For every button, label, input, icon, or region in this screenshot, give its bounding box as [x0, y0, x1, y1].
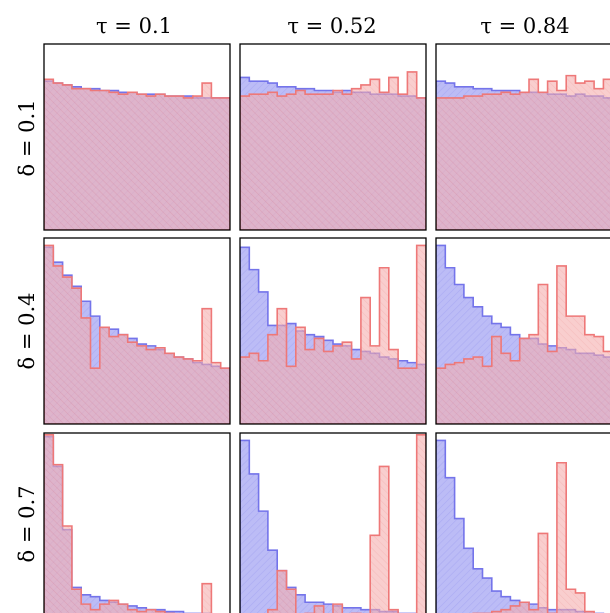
histogram-red-r2-c2 [472, 461, 595, 613]
histogram-blue-r2-c2 [436, 439, 605, 613]
panel-frame [239, 237, 427, 425]
column-title-1: τ = 0.52 [287, 14, 376, 38]
histogram-red-r1-c0 [44, 244, 230, 424]
histogram-red-r1-c1 [240, 244, 426, 424]
histogram-red-r0-c2 [436, 74, 610, 230]
histogram-blue-r2-c1 [240, 439, 418, 613]
panel-r1-c0 [43, 237, 231, 425]
panel-r2-c0 [43, 432, 231, 613]
histogram-red-r2-c1 [267, 434, 426, 613]
panel-frame [43, 237, 231, 425]
histogram-red-r1-c2 [436, 265, 610, 424]
panel-frame [43, 432, 231, 613]
row-title-0: δ = 0.1 [15, 100, 39, 177]
row-title-1: δ = 0.4 [15, 293, 39, 370]
panel-r0-c0 [43, 43, 231, 231]
panel-r0-c2 [435, 43, 610, 231]
panel-frame [435, 237, 610, 425]
row-title-2: δ = 0.7 [15, 486, 39, 563]
histogram-red-r0-c1 [240, 71, 426, 230]
histogram-red-r0-c0 [44, 78, 230, 230]
column-title-2: τ = 0.84 [480, 14, 569, 38]
panel-r2-c1 [239, 432, 427, 613]
panel-r2-c2 [435, 432, 610, 613]
panel-r1-c2 [435, 237, 610, 425]
panels-layer [43, 43, 610, 613]
panel-frame [435, 432, 610, 613]
panel-r1-c1 [239, 237, 427, 425]
column-title-0: τ = 0.1 [96, 14, 172, 38]
panel-frame [435, 43, 610, 231]
histogram-red-r2-c0 [44, 434, 213, 613]
panel-r0-c1 [239, 43, 427, 231]
panel-frame [239, 432, 427, 613]
panel-frame [239, 43, 427, 231]
panel-frame [43, 43, 231, 231]
